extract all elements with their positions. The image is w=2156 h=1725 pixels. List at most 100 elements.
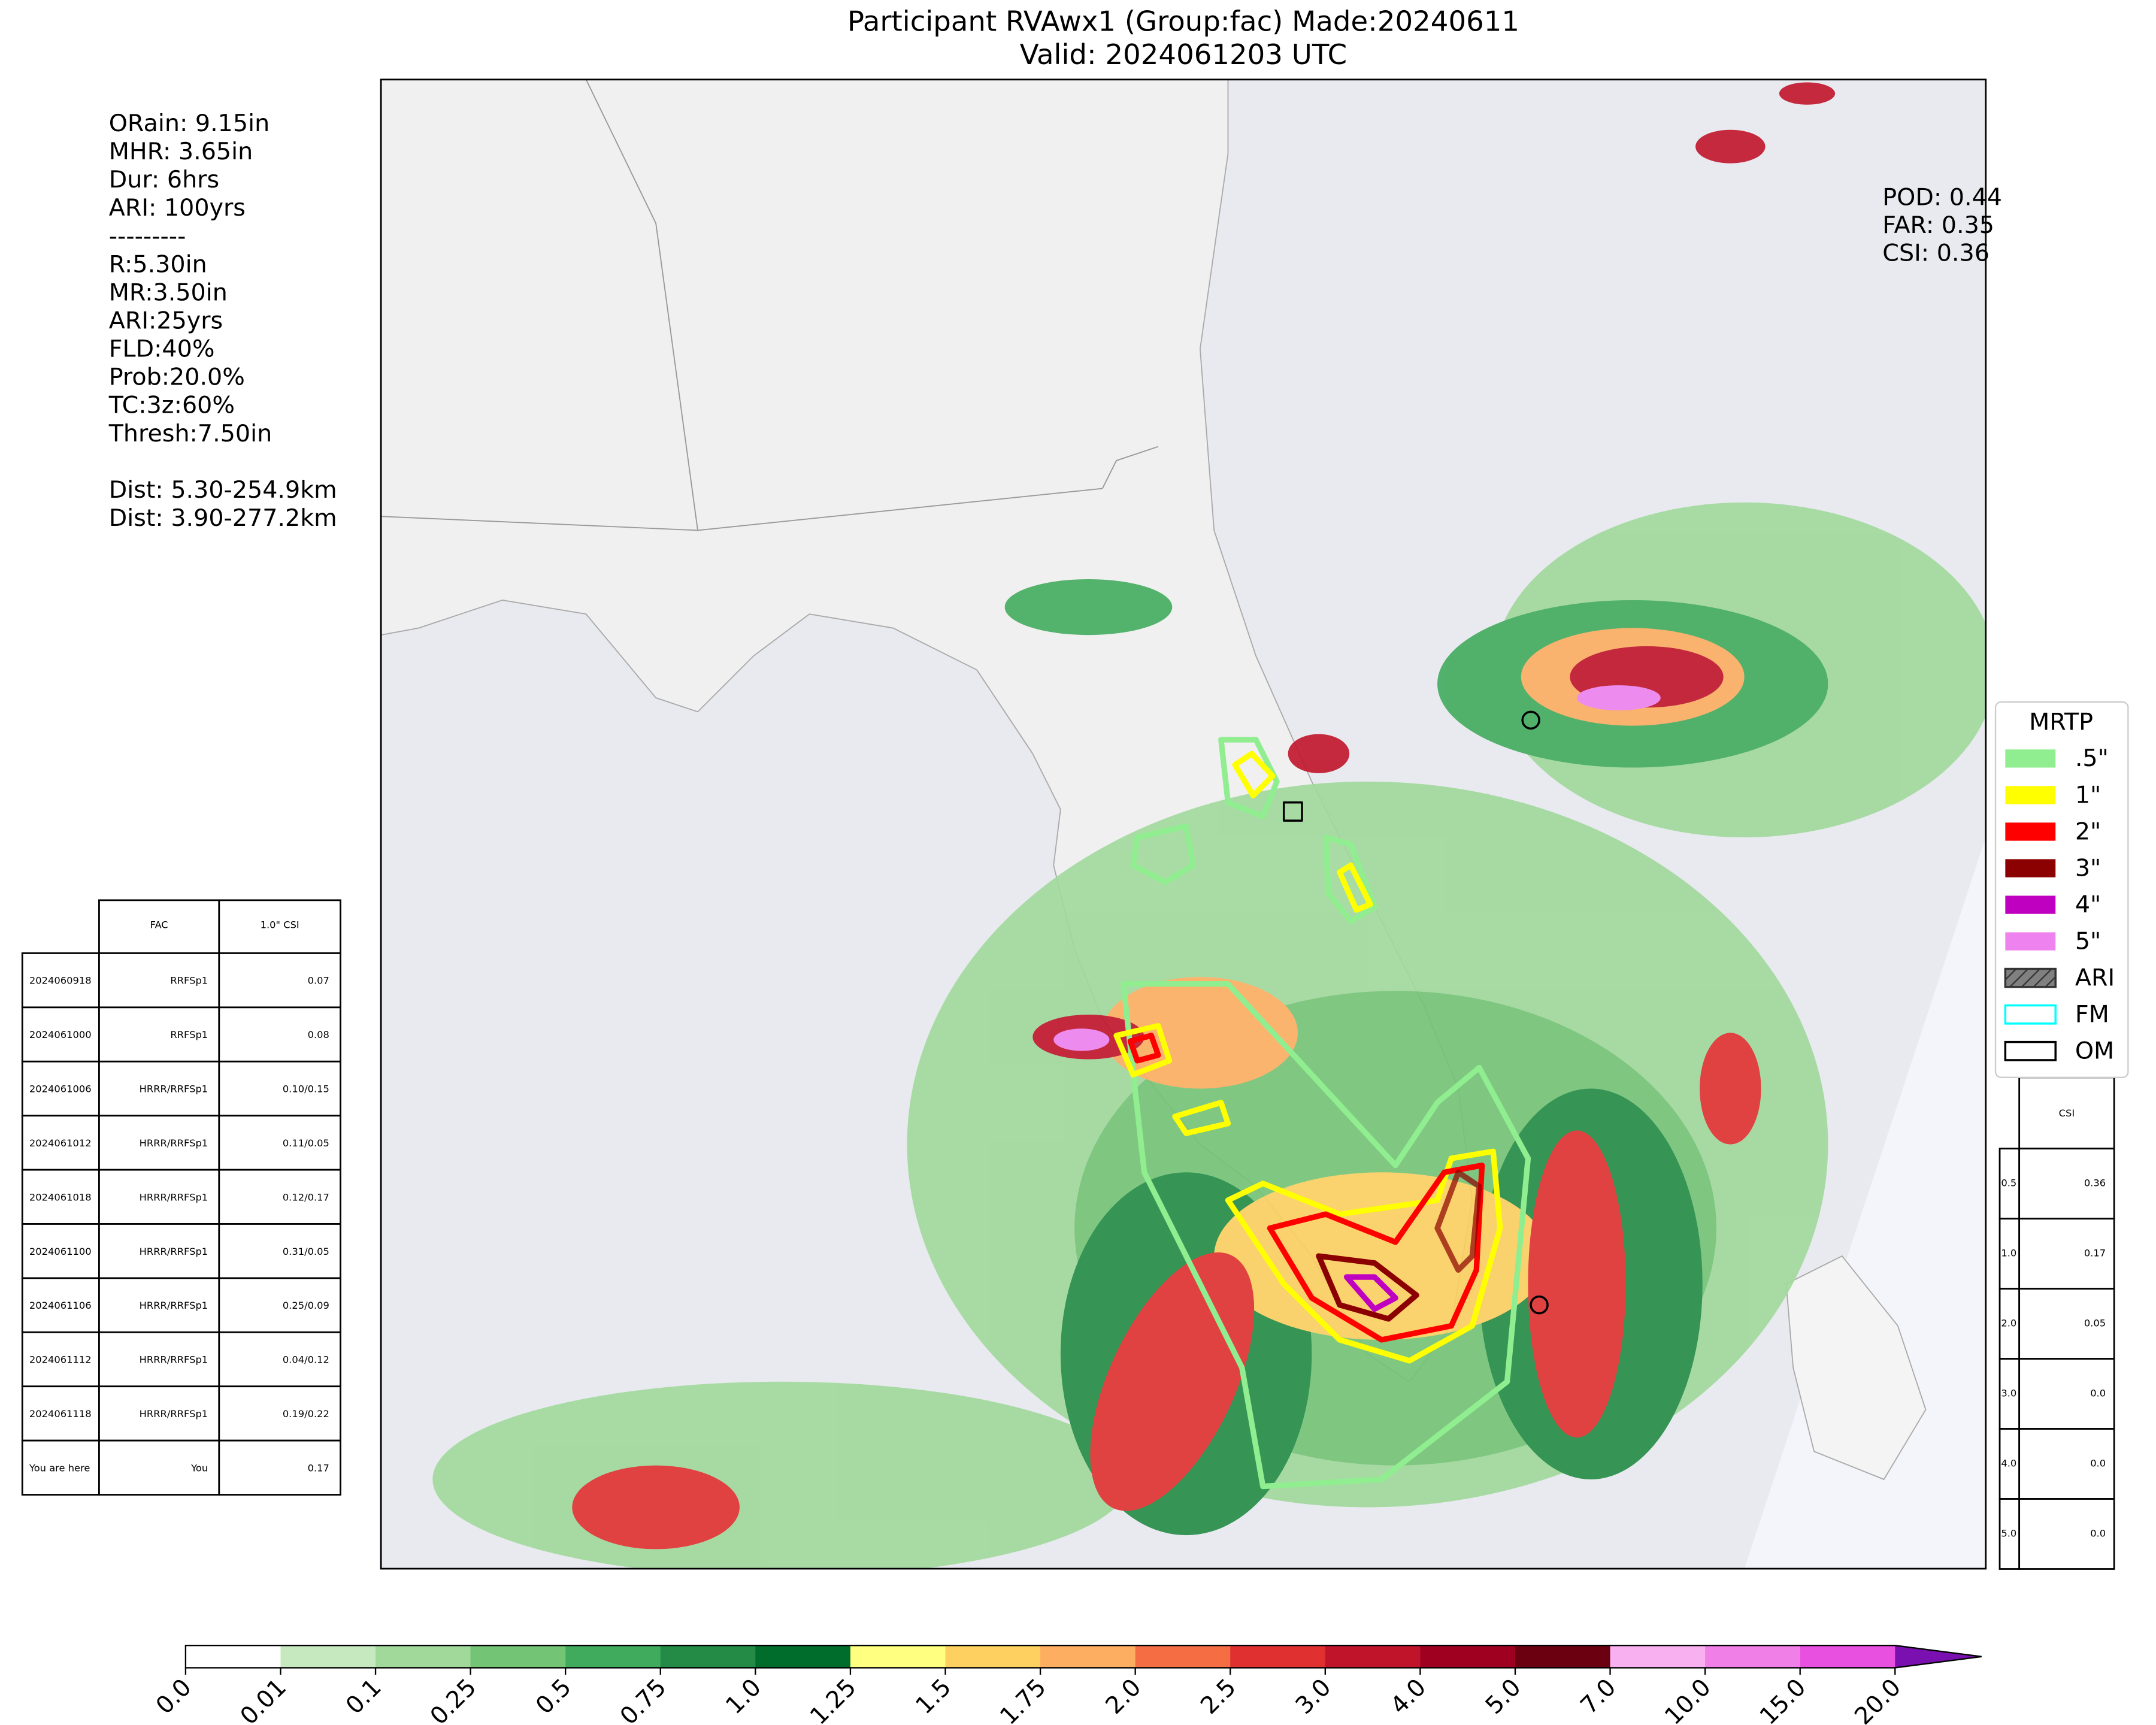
table-cell-text: 0.31/0.05 — [283, 1246, 329, 1257]
legend-swatch — [2005, 822, 2056, 841]
legend-swatch — [2005, 749, 2056, 768]
subtitle: Valid: 2024061203 UTC — [1020, 38, 1347, 71]
colorbar-label: 7.0 — [1575, 1673, 1621, 1720]
table-cell — [218, 1439, 341, 1496]
table-cell — [1998, 1498, 2021, 1570]
colorbar-segment — [1515, 1645, 1611, 1668]
score: POD: 0.44 — [1882, 184, 2002, 211]
legend-label: 5" — [2075, 927, 2101, 955]
table-cell-text: 0.07 — [308, 975, 329, 986]
table-cell — [98, 952, 220, 1009]
table-cell — [98, 1115, 220, 1171]
table-cell-text: 0.17 — [308, 1462, 329, 1473]
table-cell — [218, 1006, 341, 1063]
colorbar-segment — [280, 1645, 376, 1668]
colorbar-segment — [1705, 1645, 1801, 1668]
score: FAR: 0.35 — [1882, 211, 1994, 239]
table-cell-text: HRRR/RRFSp1 — [140, 1191, 208, 1203]
info-line: R:5.30in — [109, 250, 207, 278]
map — [381, 79, 1986, 1569]
legend-label: FM — [2075, 1001, 2109, 1028]
table-cell-text: 2024061106 — [29, 1300, 92, 1311]
table-cell-text: 2024061000 — [29, 1029, 92, 1040]
table-cell-text: 2.0 — [2001, 1318, 2016, 1329]
colorbar-segment — [850, 1645, 946, 1668]
table-cell — [218, 1223, 341, 1279]
table-cell — [98, 1385, 220, 1442]
colorbar-label: 5.0 — [1480, 1673, 1527, 1720]
legend: MRTP .5" 1" 2" 3" 4" 5" ARI FM OM — [1994, 701, 2129, 1078]
table-cell-text: HRRR/RRFSp1 — [140, 1137, 208, 1149]
legend-label: OM — [2075, 1037, 2114, 1065]
table-cell — [2018, 1498, 2115, 1570]
table-cell — [218, 1331, 341, 1388]
table-cell — [98, 1439, 220, 1496]
table-cell — [21, 1331, 100, 1388]
colorbar-segment — [945, 1645, 1041, 1668]
table-cell-text: 0.0 — [2090, 1527, 2106, 1539]
info-line: ARI:25yrs — [109, 307, 223, 335]
table-cell-text: 0.11/0.05 — [283, 1137, 329, 1149]
title: Participant RVAwx1 (Group:fac) Made:2024… — [847, 5, 1519, 37]
info-line: Dur: 6hrs — [109, 166, 219, 193]
info-line: ARI: 100yrs — [109, 194, 246, 222]
table-cell — [218, 1115, 341, 1171]
table-cell — [21, 1385, 100, 1442]
table-cell — [21, 952, 100, 1009]
table-cell-text: 4.0 — [2001, 1457, 2016, 1469]
table-cell — [218, 1385, 341, 1442]
table-cell-text: 5.0 — [2001, 1527, 2016, 1539]
table-cell — [218, 952, 341, 1009]
table-header: CSI — [2059, 1107, 2075, 1119]
table-cell-text: 0.0 — [2090, 1387, 2106, 1399]
colorbar-label: 1.5 — [910, 1673, 956, 1720]
table-header: 1.0" CSI — [261, 919, 299, 931]
info-line: Thresh:7.50in — [108, 420, 272, 447]
table-cell — [21, 1115, 100, 1171]
table-cell — [2018, 1218, 2115, 1290]
table-cell-text: HRRR/RRFSp1 — [140, 1300, 208, 1311]
table-cell-text: 0.5 — [2001, 1178, 2016, 1189]
table-cell-text: 0.0 — [2090, 1457, 2106, 1469]
colorbar: 0.0 0.01 0.1 0.25 0.5 0.75 1.0 1.25 1.5 1.75 2.0 2.… — [151, 1645, 1982, 1725]
table-cell-text: 2024061112 — [29, 1354, 92, 1366]
table-cell — [1998, 1428, 2021, 1500]
legend-label: 4" — [2075, 891, 2101, 918]
left-table: FAC 1.0" CSI 2024060918 RRFSp1 0.07 202406100… — [21, 899, 341, 1496]
colorbar-label: 3.0 — [1290, 1673, 1336, 1720]
info-line: FLD:40% — [109, 335, 215, 363]
score: CSI: 0.36 — [1882, 240, 1990, 267]
table-cell-text: 2024061018 — [29, 1191, 92, 1203]
table-cell — [98, 1060, 220, 1117]
colorbar-label: 0.01 — [235, 1673, 292, 1725]
colorbar-segment — [1420, 1645, 1516, 1668]
legend-swatch — [2004, 1040, 2057, 1061]
table-cell — [2018, 1288, 2115, 1360]
table-cell-text: You — [190, 1462, 208, 1473]
colorbar-segment — [376, 1645, 471, 1668]
colorbar-segment — [565, 1645, 661, 1668]
colorbar-label: 0.75 — [615, 1673, 672, 1725]
table-cell — [2018, 1358, 2115, 1430]
table-cell-text: 2024061006 — [29, 1084, 92, 1095]
colorbar-segment — [470, 1645, 566, 1668]
table-cell — [2018, 1428, 2115, 1500]
colorbar-label: 2.0 — [1100, 1673, 1146, 1720]
legend-label: 1" — [2075, 781, 2101, 809]
table-cell-text: You are here — [29, 1462, 90, 1473]
table-cell — [21, 1006, 100, 1063]
legend-swatch — [2005, 859, 2056, 877]
table-cell — [21, 1060, 100, 1117]
colorbar-segment — [1325, 1645, 1421, 1668]
table-cell-text: RRFSp1 — [170, 975, 208, 986]
colorbar-segment — [185, 1645, 281, 1668]
colorbar-segment — [755, 1645, 851, 1668]
legend-swatch — [2005, 932, 2056, 951]
table-cell-text: 2024061118 — [29, 1408, 92, 1420]
table-cell-text: HRRR/RRFSp1 — [140, 1408, 208, 1420]
legend-swatch — [2005, 895, 2056, 914]
table-cell-text: 0.12/0.17 — [283, 1191, 329, 1203]
colorbar-extend — [1895, 1645, 1982, 1668]
